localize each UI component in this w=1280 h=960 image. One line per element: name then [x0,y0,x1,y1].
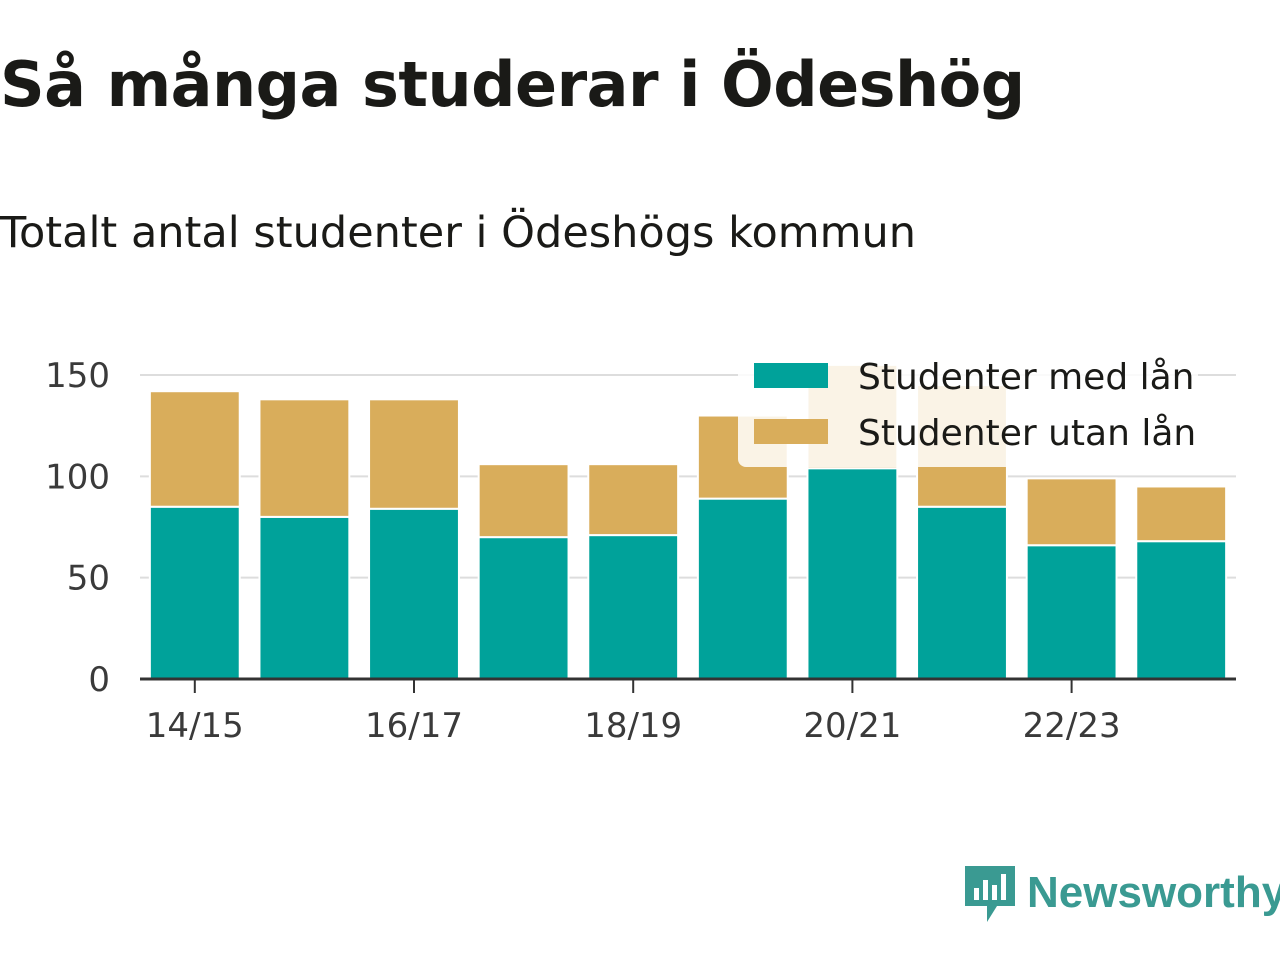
y-tick-label: 100 [45,457,110,497]
brand-name: Newsworthy [1027,868,1280,917]
bar-segment-med-lan [1135,540,1228,680]
bar-segment-med-lan [258,515,351,680]
bar-segment-med-lan [477,536,570,681]
chart-title: Så många studerar i Ödeshög [0,48,1025,121]
legend-swatch [754,363,828,388]
x-tick-label: 14/15 [146,706,244,746]
bar-segment-utan-lan [1135,485,1228,543]
bar-segment-utan-lan [587,463,680,537]
y-tick-label: 150 [45,356,110,396]
bar-segment-utan-lan [1025,477,1118,547]
bar-segment-med-lan [148,505,241,680]
brand-logo: Newsworthy [965,862,1280,924]
y-tick-label: 50 [67,559,110,599]
bar-segment-utan-lan [368,398,460,510]
x-tick-label: 18/19 [584,706,682,746]
bar-segment-utan-lan [258,398,351,518]
legend-label: Studenter utan lån [858,413,1196,454]
stacked-bar-chart: 0 50 100 150 14/15 16/17 18/19 20/21 22/23 Studen… [45,347,1236,746]
x-tick-label: 16/17 [365,706,463,746]
bar-segment-utan-lan [148,390,241,508]
x-tick-label: 22/23 [1023,706,1121,746]
bar-segment-med-lan [806,467,899,680]
legend-label: Studenter med lån [858,357,1195,398]
newsworthy-logo-icon [965,866,1015,922]
bar-segment-med-lan [696,497,789,681]
y-tick-label: 0 [88,660,110,700]
bar-segment-utan-lan [477,463,570,539]
x-tick-label: 20/21 [803,706,901,746]
bar-segment-med-lan [368,507,460,681]
bar-segment-med-lan [587,534,680,681]
legend-box [738,347,1198,467]
bar-segment-med-lan [1025,544,1118,680]
legend-swatch [754,419,828,444]
chart-subtitle: Totalt antal studenter i Ödeshögs kommun [0,208,917,258]
bar-segment-med-lan [916,505,1008,680]
